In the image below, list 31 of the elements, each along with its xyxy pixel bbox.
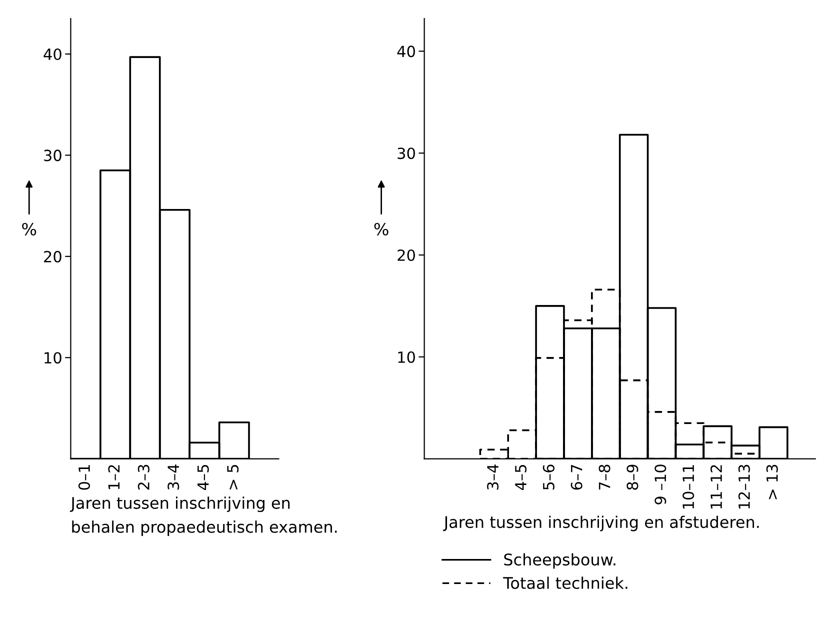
x-tick-label: 4–5 — [198, 464, 209, 490]
x-tick-label: 11–12 — [710, 465, 722, 509]
x-tick-label: 9 –10 — [654, 464, 666, 504]
x-axis-title: Jaren tussen inschrijving en afstuderen. — [443, 516, 759, 532]
x-tick-label: 4–5 — [515, 464, 527, 490]
y-tick-label: 20 — [44, 250, 62, 262]
y-tick-label: 40 — [44, 48, 62, 60]
y-tick-label: 30 — [44, 150, 62, 162]
y-axis-title: % — [374, 222, 388, 236]
x-tick-label: 3–4 — [487, 464, 499, 490]
x-axis-title: Jaren tussen inschrijving en behalen propaedeutisch examen. — [70, 496, 337, 536]
x-tick-label: > 5 — [227, 464, 239, 490]
x-tick-label: 12–13 — [738, 464, 750, 509]
legend-label: Scheepsbouw. — [504, 553, 616, 569]
y-tick-label: 10 — [44, 352, 62, 364]
x-tick-label: 0–1 — [78, 465, 90, 490]
x-tick-label: 2–3 — [138, 464, 150, 490]
y-tick-label: 10 — [398, 351, 415, 363]
x-tick-label: 8–9 — [626, 464, 638, 490]
x-tick-label: 7–8 — [598, 464, 610, 490]
y-tick-label: 20 — [398, 249, 415, 262]
y-axis-title: % — [22, 222, 36, 236]
y-tick-label: 40 — [397, 46, 415, 58]
x-tick-label: > 13 — [766, 464, 778, 500]
x-tick-label: 3–4 — [168, 464, 180, 490]
x-tick-label: 1–2 — [108, 465, 120, 490]
x-tick-label: 6–7 — [570, 464, 582, 490]
legend-label: Totaal techniek. — [503, 576, 628, 590]
x-tick-label: 5–6 — [542, 464, 554, 490]
x-tick-label: 10–11 — [682, 465, 694, 509]
y-tick-label: 30 — [398, 148, 415, 160]
